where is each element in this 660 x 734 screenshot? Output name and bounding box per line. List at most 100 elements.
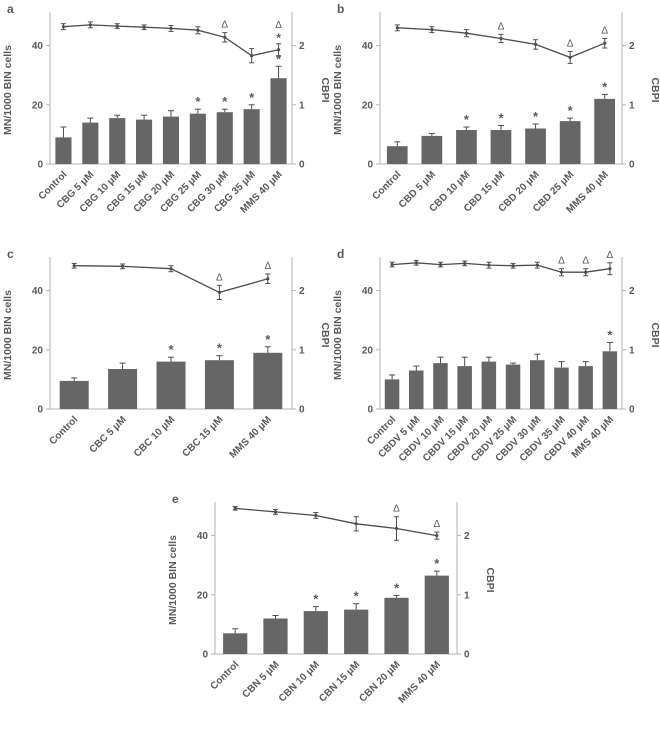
panel-b-chart: b 0 20 40 0 1 2 MN/1000 BIN cells CBPI * * * * * Δ Δ Δ Co… — [332, 2, 660, 216]
line-point — [142, 25, 146, 29]
panel-letter: d — [337, 247, 344, 261]
line-point — [233, 506, 237, 510]
bar-significance-star: * — [464, 112, 470, 127]
left-tick-label: 40 — [362, 286, 374, 297]
right-tick-label: 1 — [299, 345, 305, 356]
bar-significance-star: * — [168, 342, 174, 357]
left-tick-label: 40 — [32, 41, 44, 52]
line-point — [608, 267, 612, 271]
line-point — [438, 263, 443, 267]
delta-marker: Δ — [582, 256, 589, 267]
bar-significance-star: * — [217, 341, 223, 356]
panel-e: e 0 20 40 0 1 2 MN/1000 BIN cells CBPI * * * * Δ Δ Cont… — [165, 490, 495, 734]
x-tick-label: Control — [208, 659, 241, 692]
line-point — [603, 41, 607, 45]
delta-marker: Δ — [264, 261, 271, 272]
panel-c: c 0 20 40 0 1 2 MN/1000 BIN cells CBPI * * * Δ Δ Contr… — [0, 245, 330, 490]
line-point — [273, 510, 278, 514]
bar — [424, 575, 449, 654]
bar — [384, 597, 409, 654]
right-tick-label: 1 — [464, 590, 470, 601]
delta-marker: Δ — [498, 21, 505, 32]
bar-significance-star: * — [222, 94, 228, 109]
right-axis-title: CBPI — [649, 77, 660, 102]
bar — [481, 361, 497, 409]
right-tick-label: 0 — [464, 650, 470, 661]
line-point — [115, 24, 119, 28]
right-tick-label: 2 — [299, 286, 305, 297]
bar — [263, 618, 288, 654]
left-tick-label: 20 — [32, 100, 44, 111]
right-tick-label: 0 — [299, 160, 305, 171]
line-point — [276, 48, 281, 52]
right-tick-label: 2 — [299, 41, 305, 52]
left-tick-label: 0 — [37, 405, 43, 416]
delta-marker: Δ — [221, 20, 228, 31]
left-tick-label: 40 — [32, 286, 44, 297]
panel-a: a 0 20 40 0 1 2 MN/1000 BIN cells CBPI * * * * Δ Δ * Con… — [0, 0, 330, 245]
right-tick-label: 1 — [629, 345, 635, 356]
delta-marker: Δ — [567, 39, 574, 50]
x-tick-label: Control — [371, 169, 404, 202]
line-point — [533, 42, 538, 47]
bar — [456, 130, 477, 164]
right-tick-label: 2 — [629, 286, 635, 297]
right-axis-title: CBPI — [649, 322, 660, 347]
left-axis-title: MN/1000 BIN cells — [332, 290, 344, 380]
right-axis-title: CBPI — [319, 322, 330, 347]
bar — [82, 122, 99, 164]
left-tick-label: 0 — [367, 405, 373, 416]
bar-significance-star: * — [434, 556, 440, 571]
bar — [204, 360, 234, 409]
right-tick-label: 2 — [629, 41, 635, 52]
left-tick-label: 20 — [362, 100, 374, 111]
bar — [578, 366, 593, 409]
line-point — [72, 264, 76, 268]
panel-e-chart: e 0 20 40 0 1 2 MN/1000 BIN cells CBPI * * * * Δ Δ Cont… — [167, 492, 495, 706]
delta-marker: Δ — [558, 256, 565, 267]
bar — [530, 360, 545, 409]
panel-letter: c — [7, 247, 14, 261]
panel-b: b 0 20 40 0 1 2 MN/1000 BIN cells CBPI * * * * * Δ Δ Δ Co… — [330, 0, 660, 245]
figure-row-3: e 0 20 40 0 1 2 MN/1000 BIN cells CBPI * * * * Δ Δ Cont… — [0, 490, 660, 734]
x-tick-label: CBC 5 μM — [88, 414, 129, 455]
panel-c-chart: c 0 20 40 0 1 2 MN/1000 BIN cells CBPI * * * Δ Δ Contr… — [2, 247, 330, 461]
right-tick-label: 2 — [464, 531, 470, 542]
x-tick-label: MMS 40 μM — [397, 659, 443, 705]
bar-significance-star: * — [602, 79, 608, 94]
bar — [162, 116, 179, 164]
bar — [216, 112, 233, 164]
line-point — [414, 261, 418, 265]
right-tick-label: 0 — [299, 405, 305, 416]
bar — [594, 98, 615, 164]
line-point — [196, 28, 200, 32]
right-tick-label: 1 — [299, 100, 305, 111]
line-point — [535, 263, 539, 267]
bar — [505, 364, 521, 409]
bar — [55, 137, 72, 164]
line-point — [559, 270, 564, 274]
right-tick-label: 0 — [629, 405, 635, 416]
bar — [421, 135, 443, 164]
line-point — [487, 263, 491, 267]
right-tick-label: 0 — [629, 160, 635, 171]
delta-marker: Δ — [275, 20, 282, 31]
left-axis-title: MN/1000 BIN cells — [332, 45, 344, 135]
bar-significance-star: * — [276, 51, 282, 66]
left-tick-label: 20 — [362, 345, 374, 356]
bar-significance-star: * — [265, 332, 271, 347]
bar — [270, 78, 287, 164]
bar — [303, 611, 328, 654]
bar — [433, 363, 448, 409]
bar-significance-star: * — [313, 592, 319, 607]
right-axis-title: CBPI — [319, 77, 330, 102]
bar — [243, 109, 260, 164]
x-tick-label: Control — [47, 414, 80, 447]
bar-significance-star: * — [607, 327, 613, 342]
bar — [525, 128, 546, 164]
line-point — [499, 36, 503, 41]
panel-letter: e — [172, 492, 179, 506]
x-tick-label: CBC 10 μM — [132, 414, 177, 459]
